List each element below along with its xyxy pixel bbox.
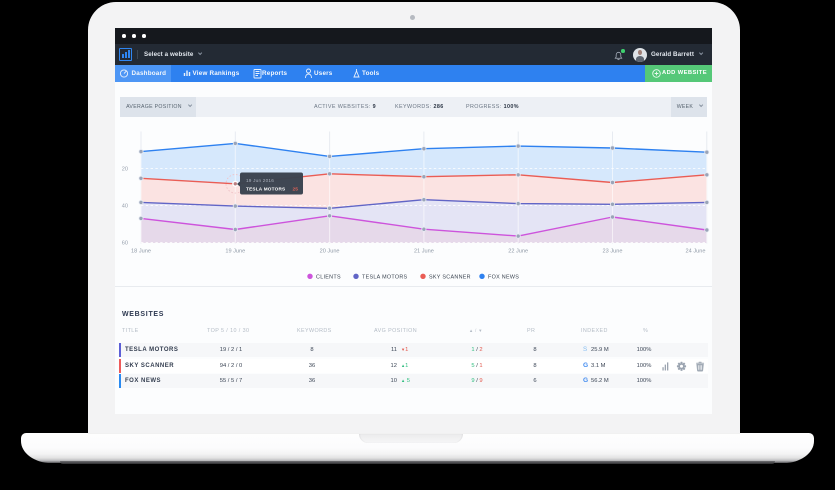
svg-text:24 June: 24 June — [686, 249, 706, 255]
svg-text:19 Jun 2016: 19 Jun 2016 — [246, 178, 274, 183]
svg-text:TESLA MOTORS: TESLA MOTORS — [362, 274, 408, 280]
svg-text:22 June: 22 June — [508, 249, 528, 255]
svg-text:TESLA MOTORS: TESLA MOTORS — [246, 186, 285, 191]
svg-text:20: 20 — [122, 166, 128, 172]
svg-text:18 June: 18 June — [131, 249, 151, 255]
svg-text:23 June: 23 June — [603, 249, 623, 255]
svg-text:CLIENTS: CLIENTS — [316, 274, 341, 280]
svg-text:20 June: 20 June — [320, 249, 340, 255]
svg-text:60: 60 — [122, 240, 128, 246]
svg-text:SKY SCANNER: SKY SCANNER — [429, 274, 471, 280]
svg-text:FOX NEWS: FOX NEWS — [488, 274, 519, 280]
svg-text:19 June: 19 June — [225, 249, 245, 255]
svg-text:21 June: 21 June — [414, 249, 434, 255]
svg-text:40: 40 — [122, 203, 128, 209]
svg-text:25: 25 — [293, 186, 299, 192]
